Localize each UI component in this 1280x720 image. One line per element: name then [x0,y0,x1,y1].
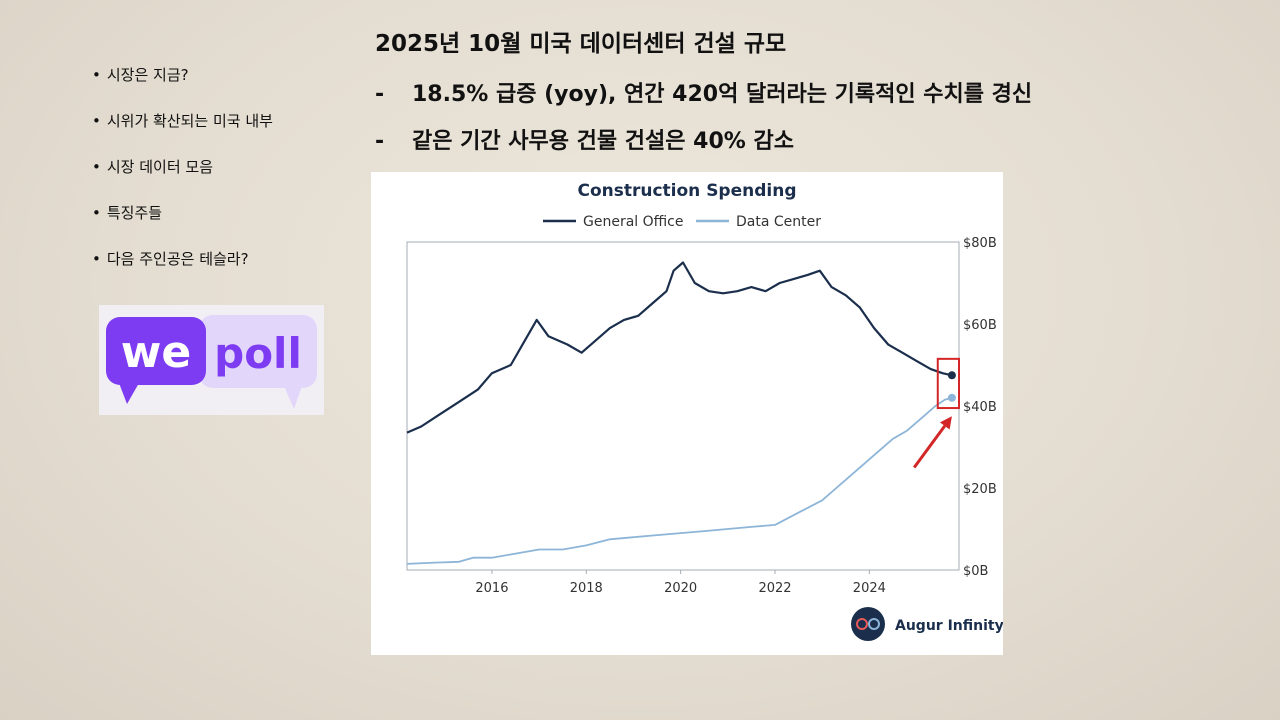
y-tick-label: $20B [963,482,997,497]
bullet-text: 18.5% 급증 (yoy), 연간 420억 달러라는 기록적인 수치를 경신 [412,82,1033,107]
y-tick-label: $0B [963,564,988,579]
x-tick-label: 2024 [853,581,886,596]
chart-title: Construction Spending [577,181,796,201]
chart-card: Construction Spending General Office Dat… [371,172,1003,655]
logo-bubble-left [106,317,206,385]
sidebar-item-protests[interactable]: 시위가 확산되는 미국 내부 [92,108,273,154]
legend-label-data-center: Data Center [736,214,821,230]
y-tick-label: $60B [963,318,997,333]
annotation-layer [912,357,960,469]
y-tick-label: $80B [963,236,997,251]
headline-bullet-office-decline: - 같은 기간 사무용 건물 건설은 40% 감소 [375,123,794,155]
series-line-general-office [406,261,953,434]
series-endpoint-general-office [947,371,956,380]
logo-word-we: we [121,327,192,378]
x-tick-label: 2020 [664,581,697,596]
sidebar-item-featured-stocks[interactable]: 특징주들 [92,200,273,246]
source-label: Augur Infinity [895,618,1003,634]
x-tick-label: 2022 [758,581,791,596]
headline-bullet-surge: - 18.5% 급증 (yoy), 연간 420억 달러라는 기록적인 수치를 경… [375,76,1032,108]
bullet-dash: - [375,129,385,154]
bullet-text: 같은 기간 사무용 건물 건설은 40% 감소 [412,129,794,154]
legend-label-general-office: General Office [583,214,684,230]
highlight-box [936,357,960,410]
sidebar-menu: 시장은 지금? 시위가 확산되는 미국 내부 시장 데이터 모음 특징주들 다음… [92,62,273,292]
page-title: 2025년 10월 미국 데이터센터 건설 규모 [375,31,787,57]
wepoll-logo: we poll [99,305,324,415]
y-axis: $0B $20B $40B $60B $80B [963,236,997,579]
annotation-arrow-shaft [912,425,947,469]
sidebar-item-next-protagonist[interactable]: 다음 주인공은 테슬라? [92,246,273,292]
augur-infinity-logo-ring-right [868,618,880,630]
x-tick-label: 2018 [570,581,603,596]
series-endpoint-data-center [947,393,956,402]
y-tick-label: $40B [963,400,997,415]
plot-frame [406,241,960,571]
logo-bubble-right-tail [284,386,302,409]
logo-bubble-right [199,315,317,388]
x-tick-label: 2016 [475,581,508,596]
wepoll-logo-graphic: we poll [106,315,317,409]
logo-word-poll: poll [214,329,302,378]
bullet-dash: - [375,82,385,107]
series-line-data-center [406,396,953,565]
logo-bubble-left-tail [119,383,139,404]
sidebar-item-market-now[interactable]: 시장은 지금? [92,62,273,108]
annotation-arrow-head [939,416,952,430]
series-layer [406,261,956,565]
augur-infinity-logo-ring-left [856,618,868,630]
sidebar-item-market-data[interactable]: 시장 데이터 모음 [92,154,273,200]
construction-spending-chart: Construction Spending General Office Dat… [406,181,1003,641]
x-axis: 2016 2018 2020 2022 2024 [475,570,886,596]
